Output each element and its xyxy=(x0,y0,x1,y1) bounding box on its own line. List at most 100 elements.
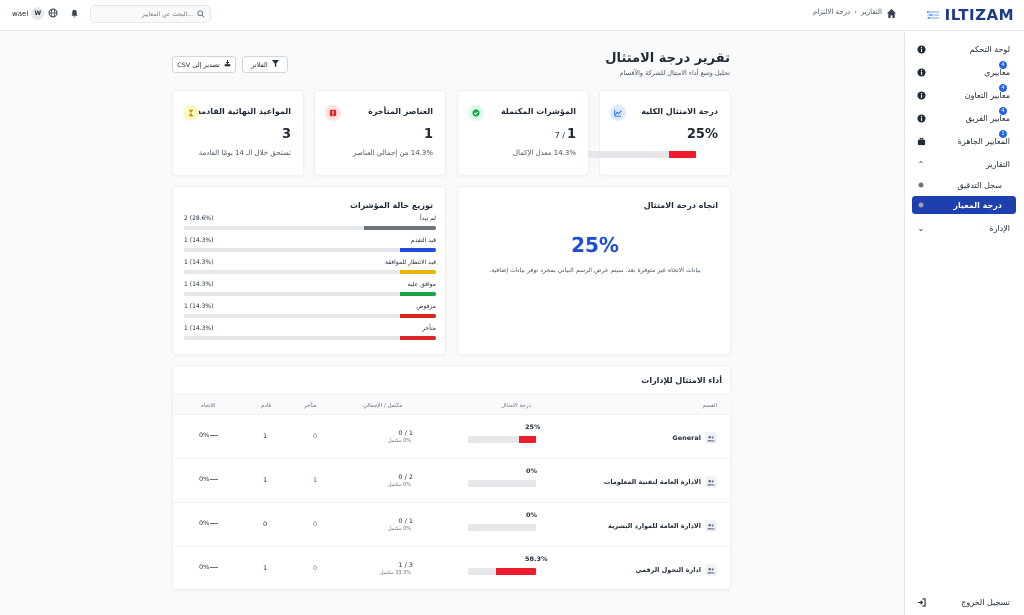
user-name: wael xyxy=(12,9,29,18)
chevron-up-icon: ⌃ xyxy=(917,159,925,169)
export-label: تصدير إلى CSV xyxy=(177,60,220,69)
stat-title: المؤشرات المكتملة xyxy=(500,107,576,116)
score-bar xyxy=(468,568,536,575)
users-icon xyxy=(705,520,717,532)
briefcase-icon xyxy=(916,136,926,146)
export-csv-button[interactable]: تصدير إلى CSV xyxy=(172,56,236,73)
table-row[interactable]: الادارة العامة لتقنية المعلومات 0% 0 / 2 0%… xyxy=(173,458,731,502)
status-count: 1 (14.3%) xyxy=(184,303,214,310)
filter-icon xyxy=(271,60,279,69)
badge-count: 4 xyxy=(999,107,1007,115)
sidebar-item-label: لوحة التحكم xyxy=(969,44,1010,54)
score-value: 0% xyxy=(525,467,537,475)
trend-flat-icon xyxy=(210,434,219,436)
trend-title: اتجاه درجة الامتثال xyxy=(643,201,718,210)
status-bar xyxy=(184,336,436,340)
status-bar-fill xyxy=(399,336,436,340)
search-box[interactable] xyxy=(90,5,211,23)
header-dept: القسم xyxy=(702,403,717,409)
header-upcoming: قادم xyxy=(261,403,272,409)
logout-button[interactable]: تسجيل الخروج xyxy=(912,593,1016,611)
stat-sub: تستحق خلال الـ 14 يومًا القادمة xyxy=(198,149,291,157)
overdue-value: 1 xyxy=(313,476,318,484)
table-row[interactable]: General 25% 0 / 1 0% مكتمل 0 1 0% xyxy=(173,414,731,458)
header-completed: مكتمل / الإجمالي xyxy=(363,403,403,409)
trend-value: 25% xyxy=(571,233,619,257)
filters-button[interactable]: الفلاتر xyxy=(242,56,288,73)
table-row[interactable]: الادارة العامة للموارد البشرية 0% 0 / 1 0% … xyxy=(173,502,731,546)
users-icon xyxy=(705,432,717,444)
sidebar-item-collab-standards[interactable]: معايير التعاون 4 xyxy=(912,84,1016,104)
stat-value-group: 1 / 7 xyxy=(555,127,576,142)
user-menu[interactable]: wael W xyxy=(12,7,45,20)
completed-sub: 33.3% مكتمل xyxy=(379,570,411,576)
dept-name: General xyxy=(672,434,701,442)
score-value: 58.3% xyxy=(525,555,548,563)
dept-name: الادارة العامة للموارد البشرية xyxy=(608,522,701,530)
sidebar-item-standard-score[interactable]: درجة المعيار xyxy=(912,196,1016,214)
upcoming-value: 1 xyxy=(263,476,268,484)
sidebar-item-dashboard[interactable]: لوحة التحكم xyxy=(912,40,1016,58)
status-count: 1 (14.3%) xyxy=(184,325,214,332)
info-icon xyxy=(916,113,926,123)
table-header: القسم درجة الامتثال مكتمل / الإجمالي متأ… xyxy=(173,394,731,414)
avatar: W xyxy=(31,7,45,20)
trend-flat-icon xyxy=(210,522,219,524)
bell-icon[interactable] xyxy=(70,9,79,18)
sidebar-item-team-standards[interactable]: معايير الفريق 4 xyxy=(912,107,1016,127)
completed-value: 0 / 1 xyxy=(398,517,413,525)
stat-title: درجة الامتثال الكلية xyxy=(641,107,718,116)
trend-cell: 0% xyxy=(199,475,219,483)
trend-value: 0% xyxy=(199,519,210,527)
badge-count: 4 xyxy=(999,84,1007,92)
page-title: تقرير درجة الامتثال xyxy=(605,51,730,66)
hourglass-icon xyxy=(183,105,199,121)
globe-icon[interactable] xyxy=(48,8,58,18)
breadcrumb-item-reports[interactable]: التقارير xyxy=(860,8,882,16)
sidebar-item-reports[interactable]: التقارير ⌃ xyxy=(912,155,1016,173)
table-row[interactable]: ادارة التحول الرقمي 58.3% 1 / 3 33.3% مكتمل… xyxy=(173,546,731,590)
download-icon xyxy=(224,60,231,69)
alert-icon xyxy=(325,105,341,121)
logo-circuit-icon xyxy=(926,11,940,19)
upcoming-value: 0 xyxy=(263,520,268,528)
status-bar xyxy=(184,292,436,296)
dept-cell: الادارة العامة للموارد البشرية xyxy=(608,520,717,532)
overdue-value: 0 xyxy=(313,432,318,440)
status-row: مرفوض 1 (14.3%) xyxy=(184,303,436,325)
dept-cell: General xyxy=(672,432,717,444)
header-score: درجة الامتثال xyxy=(501,403,531,409)
status-row: لم يبدأ 2 (28.6%) xyxy=(184,215,436,237)
table-title: أداء الامتثال للإدارات xyxy=(641,376,722,385)
stat-value: 1 xyxy=(566,127,576,142)
filters-label: الفلاتر xyxy=(251,60,268,69)
sidebar-item-my-standards[interactable]: معاييري 4 xyxy=(912,61,1016,81)
stat-value: 25% xyxy=(686,127,718,142)
breadcrumb: التقارير ‹ درجة الالتزام xyxy=(813,8,882,16)
trend-card: اتجاه درجة الامتثال 25% بيانات الاتجاه غ… xyxy=(457,186,731,355)
status-count: 1 (14.3%) xyxy=(184,237,214,244)
app-logo[interactable]: ILTIZAM xyxy=(926,4,1014,26)
dept-cell: ادارة التحول الرقمي xyxy=(635,564,717,576)
check-circle-icon xyxy=(468,105,484,121)
dot-icon xyxy=(916,200,926,210)
stat-card-overdue: العناصر المتأخرة 1 14.3% من إجمالي العنا… xyxy=(314,90,446,176)
stat-title: المواعيد النهائية القادمة xyxy=(196,107,291,116)
status-bar-fill xyxy=(399,292,436,296)
status-row: قيد الانتظار للموافقة 1 (14.3%) xyxy=(184,259,436,281)
score-bar-fill xyxy=(519,436,536,443)
dept-name: ادارة التحول الرقمي xyxy=(635,566,701,574)
sidebar-item-audit-log[interactable]: سجل التدقيق xyxy=(912,176,1016,194)
home-icon[interactable] xyxy=(886,8,897,19)
search-input[interactable] xyxy=(98,10,193,18)
status-label: متأخر xyxy=(422,325,436,332)
sidebar-item-ready-standards[interactable]: المعايير الجاهزة 1 xyxy=(912,130,1016,150)
sidebar-item-admin[interactable]: الإدارة ⌄ xyxy=(912,219,1016,237)
trend-cell: 0% xyxy=(199,563,219,571)
score-bar xyxy=(468,436,536,443)
status-label: قيد التقدم xyxy=(411,237,436,244)
trend-cell: 0% xyxy=(199,431,219,439)
users-icon xyxy=(705,476,717,488)
breadcrumb-item-current: درجة الالتزام xyxy=(812,8,851,16)
completed-value: 0 / 2 xyxy=(398,473,413,481)
